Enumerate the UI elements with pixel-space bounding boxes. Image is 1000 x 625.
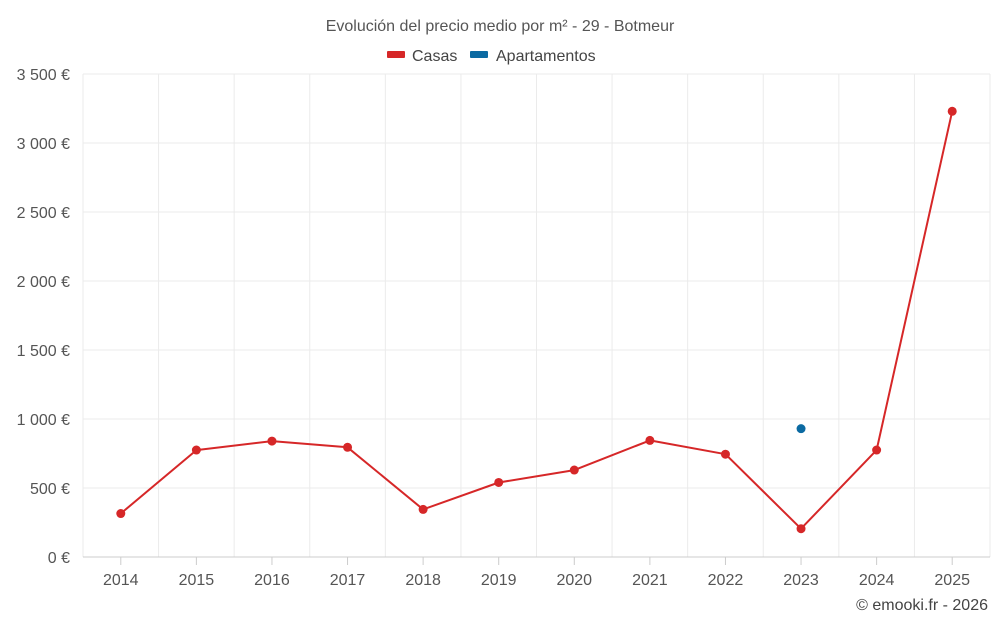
grid (82, 73, 991, 557)
x-tick-label: 2015 (179, 572, 215, 589)
data-point-casas-2018[interactable] (418, 504, 428, 514)
data-point-casas-2021[interactable] (645, 435, 655, 445)
x-tick-label: 2025 (934, 572, 970, 589)
y-tick-label: 3 500 € (17, 67, 70, 84)
legend-swatch-apartamentos[interactable] (470, 51, 488, 58)
axes: 0 € 500 € 1 000 € 1 500 € 2 000 € 2 500 € 3 00… (17, 67, 990, 589)
y-tick-label: 2 000 € (17, 274, 70, 291)
series-casas (116, 106, 957, 534)
data-point-casas-2023[interactable] (796, 524, 806, 534)
x-tick-label: 2023 (783, 572, 819, 589)
y-tick-label: 0 € (48, 550, 70, 567)
data-point-casas-2024[interactable] (872, 445, 882, 455)
x-tick-label: 2017 (330, 572, 366, 589)
x-tick-label: 2022 (708, 572, 744, 589)
y-tick-label: 500 € (30, 481, 70, 498)
legend-swatch-casas[interactable] (387, 51, 405, 58)
chart-title: Evolución del precio medio por m² - 29 -… (326, 18, 675, 35)
x-tick-label: 2024 (859, 572, 895, 589)
x-tick-label: 2018 (405, 572, 441, 589)
series-line-casas (120, 111, 954, 530)
legend: Casas Apartamentos (387, 48, 596, 65)
x-tick-label: 2019 (481, 572, 517, 589)
series-apartamentos (796, 424, 806, 434)
y-tick-label: 3 000 € (17, 136, 70, 153)
x-tick-label: 2021 (632, 572, 668, 589)
legend-label-apartamentos[interactable]: Apartamentos (496, 48, 596, 65)
data-point-casas-2022[interactable] (720, 449, 730, 459)
data-point-casas-2014[interactable] (116, 509, 126, 519)
data-point-casas-2017[interactable] (343, 442, 353, 452)
y-tick-label: 2 500 € (17, 205, 70, 222)
data-point-casas-2016[interactable] (267, 436, 277, 446)
legend-label-casas[interactable]: Casas (412, 48, 457, 65)
y-tick-label: 1 500 € (17, 343, 70, 360)
x-tick-label: 2016 (254, 572, 290, 589)
data-point-casas-2025[interactable] (947, 106, 957, 116)
data-point-casas-2020[interactable] (569, 465, 579, 475)
y-tick-label: 1 000 € (17, 412, 70, 429)
data-point-casas-2019[interactable] (494, 477, 504, 487)
data-point-apartamentos-2023[interactable] (796, 424, 806, 434)
credit-text: © emooki.fr - 2026 (856, 597, 988, 614)
data-point-casas-2015[interactable] (191, 445, 201, 455)
x-tick-label: 2014 (103, 572, 139, 589)
series (116, 106, 957, 534)
x-tick-label: 2020 (556, 572, 592, 589)
